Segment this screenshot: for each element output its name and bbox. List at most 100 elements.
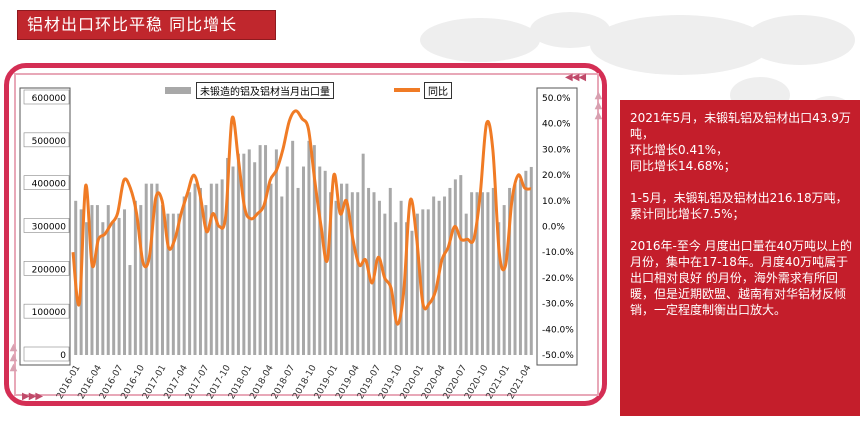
left-tick-label: 300000 (32, 223, 67, 233)
legend-line-label: 同比 (424, 81, 452, 99)
bar (464, 213, 468, 355)
bar (296, 187, 300, 355)
bar (95, 205, 99, 355)
bar (242, 153, 246, 355)
right-axis-box (536, 87, 578, 366)
frame-arrow-decoration-right: ▲▲▲ (593, 90, 604, 120)
left-tick-label: 200000 (32, 265, 67, 275)
bar (280, 196, 284, 355)
bar (177, 213, 181, 355)
bar (269, 183, 273, 355)
left-tick-label: 500000 (32, 137, 67, 147)
legend-bar-swatch (165, 86, 191, 94)
bar (101, 222, 105, 355)
right-tick-label: 40.0% (542, 120, 571, 130)
right-tick-label: -10.0% (542, 248, 574, 258)
bar (432, 196, 436, 355)
bar (334, 200, 338, 355)
bar (112, 222, 116, 355)
info-paragraph-2: 1-5月，未锻轧铝及铝材出216.18万吨， 累计同比增长7.5%； (630, 191, 848, 221)
left-tick-label: 0 (60, 351, 66, 361)
bar (90, 205, 94, 355)
bar (356, 192, 360, 355)
bar (388, 187, 392, 355)
bar (383, 213, 387, 355)
legend-bar-label: 未锻造的铝及铝材当月出口量 (196, 81, 334, 99)
bar (226, 157, 230, 355)
bar (209, 183, 213, 355)
bar (188, 192, 192, 355)
bar (377, 200, 381, 355)
bar (144, 183, 148, 355)
frame-arrow-decoration-left: ▲▲▲ (8, 342, 19, 372)
bar (508, 187, 512, 355)
bar (329, 192, 333, 355)
right-tick-label: 0.0% (542, 223, 565, 233)
legend-line-swatch (394, 88, 420, 92)
chart-plot: 600000 500000 400000 300000 200000 100000 0 50.… (19, 87, 578, 401)
bar (453, 179, 457, 355)
bar (204, 205, 208, 355)
bar (160, 205, 164, 355)
left-tick-box (23, 218, 70, 233)
left-axis-box (19, 87, 71, 366)
bar (312, 145, 316, 355)
bar (215, 183, 219, 355)
bar (410, 230, 414, 355)
bar (518, 179, 522, 355)
bar (291, 140, 295, 355)
legend-item-line: 同比 (394, 81, 452, 99)
bar (459, 175, 463, 355)
bar (155, 183, 159, 355)
left-tick-box (23, 346, 70, 362)
bar (318, 166, 322, 355)
left-tick-label: 100000 (32, 308, 67, 318)
bar (350, 192, 354, 355)
legend-item-bars: 未锻造的铝及铝材当月出口量 (165, 81, 334, 99)
bar (443, 196, 447, 355)
left-tick-box (23, 175, 70, 190)
bar (150, 183, 154, 355)
bar (106, 205, 110, 355)
bar (448, 187, 452, 355)
info-paragraph-1: 2021年5月，未锻轧铝及铝材出口43.9万吨， 环比增长0.41%， 同比增长… (630, 111, 851, 173)
bar (426, 209, 430, 355)
bar (182, 196, 186, 355)
bar (236, 153, 240, 355)
left-tick-box (23, 132, 70, 148)
bar (491, 187, 495, 355)
left-tick-box (23, 303, 70, 319)
left-tick-box (23, 89, 70, 105)
right-tick-label: 20.0% (542, 171, 571, 181)
bar (220, 179, 224, 355)
info-paragraph-3: 2016年-至今 月度出口量在40万吨以上的月份，集中在17-18年。月度40万… (630, 239, 852, 317)
bar (117, 217, 121, 355)
chart-inner-frame (14, 73, 599, 396)
bar (198, 187, 202, 355)
bar (231, 166, 235, 355)
bar (345, 183, 349, 355)
bar (421, 209, 425, 355)
left-tick-label: 600000 (32, 94, 67, 104)
right-tick-label: 10.0% (542, 197, 571, 207)
page-title: 铝材出口环比平稳 同比增长 (17, 10, 276, 40)
bar (193, 183, 197, 355)
bar (361, 153, 365, 355)
bar (253, 162, 257, 355)
bar (524, 170, 528, 355)
right-tick-label: 50.0% (542, 94, 571, 104)
bar (128, 265, 132, 355)
left-tick-box (23, 261, 70, 276)
right-tick-label: -40.0% (542, 325, 574, 335)
bar (171, 213, 175, 355)
bar (470, 192, 474, 355)
bar (475, 192, 479, 355)
bar (133, 200, 137, 355)
bar (85, 222, 89, 355)
bar (529, 166, 533, 355)
frame-arrow-decoration-top: ◀◀◀ (565, 72, 586, 83)
right-tick-label: -20.0% (542, 274, 574, 284)
world-map-backdrop (420, 12, 855, 124)
bar (502, 205, 506, 355)
bar (394, 222, 398, 355)
